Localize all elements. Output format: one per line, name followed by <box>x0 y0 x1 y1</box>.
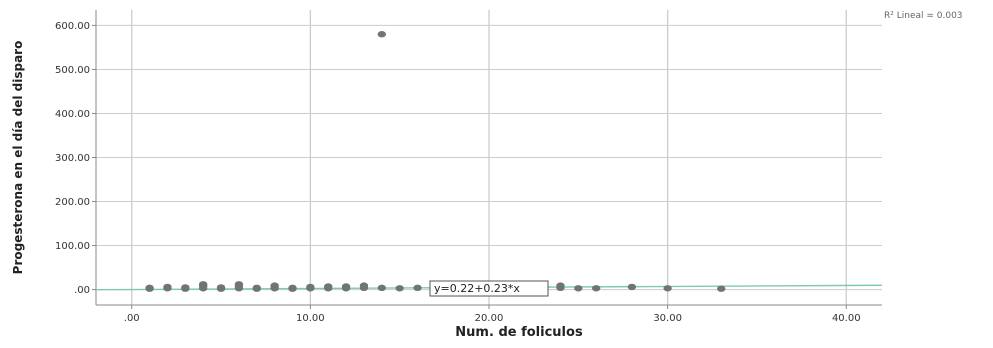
y-tick-label: 600.00 <box>55 21 90 32</box>
y-tick-labels: .00 100.00 200.00 300.00 400.00 500.00 600.00 <box>55 21 90 296</box>
equation-box <box>429 280 549 297</box>
y-tick-label: 100.00 <box>55 241 90 252</box>
points-layer <box>145 31 726 292</box>
data-point <box>377 284 387 292</box>
y-tick-label: 400.00 <box>55 109 90 120</box>
data-point <box>663 285 672 292</box>
data-point <box>413 284 422 292</box>
data-point <box>145 284 154 292</box>
y-tick-label: .00 <box>74 285 90 296</box>
data-point <box>627 283 637 291</box>
data-point <box>216 284 226 291</box>
data-point <box>574 285 583 292</box>
data-point <box>377 31 387 38</box>
fit-equation-label: y=0.22+0.23*x <box>434 282 520 295</box>
x-tick-label: 40.00 <box>832 313 861 324</box>
x-tick-label: 30.00 <box>653 313 682 324</box>
data-point <box>163 283 172 291</box>
data-point <box>359 282 369 289</box>
data-point <box>234 281 244 288</box>
r2-label: R² Lineal = 0.003 <box>884 11 963 21</box>
x-tick-labels: .00 10.00 20.00 30.00 40.00 <box>124 313 861 324</box>
x-axis-title: Num. de foliculos <box>455 325 583 340</box>
y-tick-label: 300.00 <box>55 153 90 164</box>
data-point <box>591 285 601 292</box>
data-point <box>324 283 333 290</box>
data-point <box>556 282 565 289</box>
data-point <box>341 283 351 290</box>
data-point <box>252 284 261 292</box>
y-axis-title: Progesterona en el día del disparo <box>11 41 25 275</box>
x-tick-label: 20.00 <box>475 313 504 324</box>
x-tick-label: .00 <box>124 313 140 324</box>
annotation-layer: y=0.22+0.23*x R² Lineal = 0.003 <box>429 11 963 297</box>
x-tick-label: 10.00 <box>296 313 325 324</box>
data-point <box>395 285 404 292</box>
grid-layer <box>96 10 882 305</box>
data-point <box>717 285 726 292</box>
data-point <box>198 281 208 288</box>
data-point <box>306 283 315 291</box>
y-tick-label: 500.00 <box>55 65 90 76</box>
data-point <box>288 284 297 292</box>
axis-layer <box>92 10 882 309</box>
data-point <box>270 282 279 289</box>
data-point <box>181 284 190 291</box>
y-tick-label: 200.00 <box>55 197 90 208</box>
